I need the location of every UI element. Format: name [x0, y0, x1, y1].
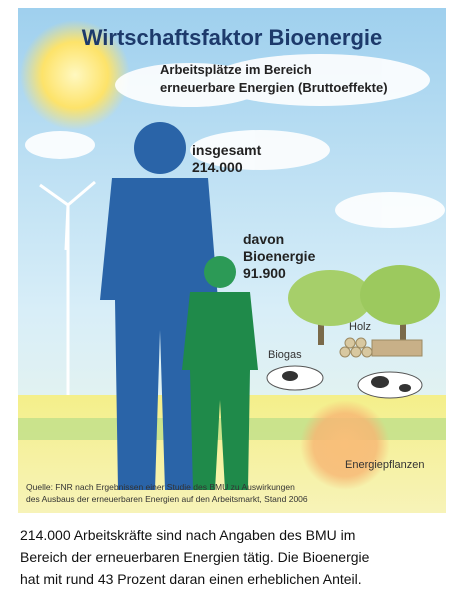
person-bioenergy [182, 256, 258, 490]
trees [288, 265, 440, 345]
person-total [100, 122, 218, 490]
caption: Bereich der erneuerbaren Energien tätig.… [20, 549, 370, 565]
caption: hat mit rund 43 Prozent daran einen erhe… [20, 571, 362, 587]
bio-label: Bioenergie [243, 248, 316, 264]
biogas-label: Biogas [268, 349, 302, 361]
subtitle: Arbeitsplätze im Bereich [160, 62, 312, 77]
wood-pile [339, 337, 423, 358]
wood-label: Holz [349, 321, 371, 333]
wind-turbine [39, 180, 96, 400]
subtitle: erneuerbare Energien (Bruttoeffekte) [160, 80, 388, 95]
total-value: 214.000 [192, 159, 243, 175]
energy-crops-glow [300, 400, 390, 490]
source: des Ausbaus der erneuerbaren Energien au… [26, 494, 308, 504]
total-label: insgesamt [192, 142, 262, 158]
bio-label: davon [243, 231, 284, 247]
clouds [25, 54, 445, 228]
cows [266, 365, 423, 399]
crops-label: Energiepflanzen [345, 459, 425, 471]
title: Wirtschaftsfaktor Bioenergie [82, 25, 383, 50]
caption: 214.000 Arbeitskräfte sind nach Angaben … [20, 527, 355, 543]
sun [20, 20, 130, 130]
source: Quelle: FNR nach Ergebnissen einer Studi… [26, 482, 295, 492]
bio-value: 91.900 [243, 265, 286, 281]
